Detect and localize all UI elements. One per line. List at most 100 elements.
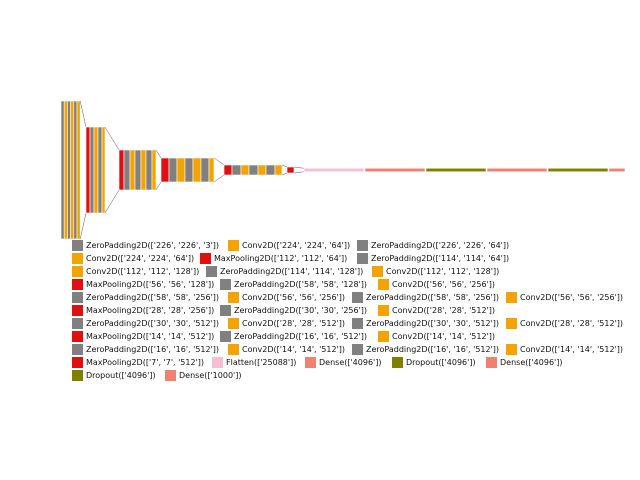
layer-block-24 (208, 157, 215, 183)
legend-item: Conv2D(['112', '112', '128']) (72, 266, 199, 277)
layer-block-38 (608, 167, 626, 173)
legend-item: Conv2D(['28', '28', '512']) (506, 318, 623, 329)
legend-label: Dense(['4096']) (319, 358, 382, 367)
layer-block-13 (129, 149, 136, 191)
legend-item: ZeroPadding2D(['114', '114', '128']) (206, 266, 363, 277)
legend-item: Dropout(['4096']) (392, 357, 476, 368)
legend-label: Flatten(['25088']) (226, 358, 297, 367)
legend-label: ZeroPadding2D(['226', '226', '64']) (371, 241, 510, 250)
layer-block-17 (151, 149, 157, 191)
layer-block-30 (265, 164, 276, 176)
legend-label: MaxPooling2D(['7', '7', '512']) (86, 358, 205, 367)
legend-swatch (352, 318, 363, 329)
legend-item: Conv2D(['224', '224', '64']) (228, 240, 350, 251)
legend-swatch (378, 279, 389, 290)
legend-swatch (72, 253, 83, 264)
layer-block-23 (200, 157, 210, 183)
layer-block-0 (60, 100, 65, 240)
legend-swatch (357, 253, 368, 264)
legend-swatch (220, 305, 231, 316)
legend-item: MaxPooling2D(['112', '112', '64']) (200, 253, 347, 264)
layer-block-28 (248, 164, 259, 176)
layer-block-37 (547, 167, 609, 173)
layer-block-1 (63, 100, 68, 240)
legend-item: ZeroPadding2D(['58', '58', '128']) (220, 279, 367, 290)
connector-4-bottom (281, 172, 288, 176)
legend-item: Conv2D(['224', '224', '64']) (72, 253, 194, 264)
layer-block-21 (184, 157, 194, 183)
layer-block-19 (168, 157, 178, 183)
legend-label: Conv2D(['28', '28', '512']) (242, 319, 346, 328)
legend-swatch (228, 240, 239, 251)
legend-item: Dense(['4096']) (305, 357, 381, 368)
legend-label: Conv2D(['28', '28', '512']) (520, 319, 624, 328)
legend-label: MaxPooling2D(['14', '14', '512']) (86, 332, 215, 341)
legend-label: ZeroPadding2D(['30', '30', '512']) (86, 319, 220, 328)
legend-label: Conv2D(['14', '14', '512']) (242, 345, 346, 354)
legend-item: ZeroPadding2D(['114', '114', '64']) (357, 253, 509, 264)
legend-item: ZeroPadding2D(['30', '30', '256']) (220, 305, 367, 316)
layer-block-7 (89, 126, 95, 214)
legend-label: Conv2D(['224', '224', '64']) (242, 241, 351, 250)
legend-swatch (200, 253, 211, 264)
connector-4-top (281, 164, 288, 168)
legend-item: MaxPooling2D(['14', '14', '512']) (72, 331, 214, 342)
legend-item: Conv2D(['28', '28', '512']) (378, 305, 495, 316)
legend-label: ZeroPadding2D(['16', '16', '512']) (234, 332, 368, 341)
layer-block-22 (192, 157, 202, 183)
legend-swatch (378, 305, 389, 316)
legend-label: MaxPooling2D(['56', '56', '128']) (86, 280, 215, 289)
legend-label: ZeroPadding2D(['30', '30', '256']) (234, 306, 368, 315)
connector-5-top (293, 166, 305, 169)
legend-swatch (72, 370, 83, 381)
layer-block-3 (70, 100, 75, 240)
legend-label: ZeroPadding2D(['16', '16', '512']) (366, 345, 500, 354)
legend-item: Conv2D(['14', '14', '512']) (506, 344, 623, 355)
layer-block-14 (134, 149, 142, 191)
legend-swatch (72, 344, 83, 355)
connector-2-bottom (155, 181, 162, 191)
legend-label: Dense(['4096']) (500, 358, 563, 367)
legend-item: ZeroPadding2D(['16', '16', '512']) (72, 344, 219, 355)
layer-block-35 (425, 167, 487, 173)
legend-swatch (352, 292, 363, 303)
layer-stack (60, 100, 626, 240)
layer-block-34 (364, 167, 426, 173)
connector-0-top (79, 100, 87, 128)
legend-swatch (228, 292, 239, 303)
legend-swatch (305, 357, 316, 368)
legend-label: ZeroPadding2D(['16', '16', '512']) (86, 345, 220, 354)
legend-label: Conv2D(['28', '28', '512']) (392, 306, 496, 315)
legend-item: ZeroPadding2D(['58', '58', '256']) (72, 292, 219, 303)
legend-label: ZeroPadding2D(['58', '58', '256']) (366, 293, 500, 302)
layer-block-16 (145, 149, 153, 191)
legend-item: Dropout(['4096']) (72, 370, 156, 381)
legend-label: ZeroPadding2D(['114', '114', '64']) (371, 254, 510, 263)
layer-block-31 (274, 164, 283, 176)
legend-item: Conv2D(['56', '56', '256']) (506, 292, 623, 303)
legend-swatch (392, 357, 403, 368)
layer-block-36 (486, 167, 548, 173)
layer-block-12 (123, 149, 131, 191)
legend-label: ZeroPadding2D(['30', '30', '512']) (366, 319, 500, 328)
legend-label: Conv2D(['56', '56', '256']) (392, 280, 496, 289)
legend-item: MaxPooling2D(['7', '7', '512']) (72, 357, 204, 368)
legend-item: MaxPooling2D(['56', '56', '128']) (72, 279, 214, 290)
connector-5-bottom (293, 171, 305, 174)
legend-item: ZeroPadding2D(['226', '226', '64']) (357, 240, 509, 251)
legend-item: Conv2D(['112', '112', '128']) (372, 266, 499, 277)
legend-item: MaxPooling2D(['28', '28', '256']) (72, 305, 214, 316)
legend-item: ZeroPadding2D(['16', '16', '512']) (352, 344, 499, 355)
legend-label: Dense(['1000']) (179, 371, 242, 380)
layer-block-29 (257, 164, 267, 176)
legend-item: Conv2D(['14', '14', '512']) (228, 344, 345, 355)
legend-swatch (220, 279, 231, 290)
legend-item: Conv2D(['56', '56', '256']) (378, 279, 495, 290)
connector-1-bottom (104, 189, 120, 214)
legend-label: Conv2D(['56', '56', '256']) (520, 293, 624, 302)
layer-block-9 (97, 126, 103, 214)
layer-block-33 (303, 167, 365, 173)
legend-swatch (506, 318, 517, 329)
legend-label: Conv2D(['224', '224', '64']) (86, 254, 195, 263)
layer-block-4 (73, 100, 78, 240)
